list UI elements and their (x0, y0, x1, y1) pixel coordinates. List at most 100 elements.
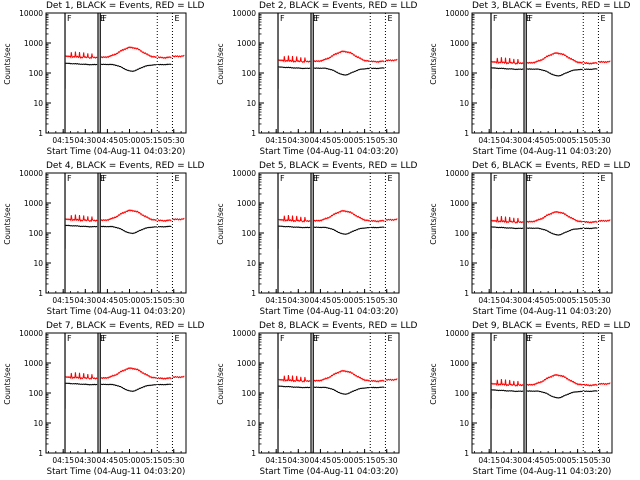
x-tick-label: 05:00 (332, 456, 354, 465)
x-tick-label: 04:45 (523, 136, 545, 145)
x-tick-label: 04:15 (265, 456, 287, 465)
event-marker-label: F (528, 334, 533, 343)
x-tick-label: 04:15 (52, 296, 74, 305)
series-line-events (157, 383, 172, 386)
x-tick-label: 05:15 (141, 456, 163, 465)
y-tick-label: 1000 (24, 39, 43, 48)
y-tick-label: 10 (459, 259, 469, 268)
chart-svg: 1 10 100 1000 10000 04:15 04:30 04:45 05:00 05:15… (445, 9, 613, 145)
x-tick-label: 04:45 (97, 456, 119, 465)
chart-title: Det 9, BLACK = Events, RED = LLD (472, 321, 631, 331)
y-tick-label: 1 (38, 449, 43, 458)
y-axis-label: Counts/sec (429, 363, 438, 405)
series-line-lld-tail (598, 382, 611, 386)
x-axis-label: Start Time (04-Aug-11 04:03:20) (472, 307, 612, 317)
x-tick-label: 04:45 (97, 296, 119, 305)
event-marker-label: E (387, 14, 392, 23)
y-tick-label: 10 (246, 259, 256, 268)
y-tick-label: 10000 (19, 329, 43, 338)
series-line-lld (278, 375, 311, 383)
series-line-lld-tail (598, 219, 611, 223)
y-tick-label: 100 (29, 229, 44, 238)
series-line-events (157, 63, 172, 66)
series-line-lld (157, 218, 172, 223)
chart-svg: 1 10 100 1000 10000 04:15 04:30 04:45 05:00 05:15… (19, 329, 187, 465)
event-marker-label: F (280, 14, 285, 23)
y-tick-label: 1000 (24, 359, 43, 368)
x-tick-label: 04:30 (287, 456, 309, 465)
chart-panel-det-4: 1 10 100 1000 10000 04:15 04:30 04:45 05:00 05:15… (0, 160, 213, 320)
event-marker-label: E (174, 174, 179, 183)
series-line-events (583, 390, 598, 393)
series-line-events (65, 62, 98, 66)
x-tick-label: 04:30 (287, 136, 309, 145)
plot-frame (45, 12, 187, 134)
series-line-lld (526, 373, 584, 387)
plot-frame (258, 332, 400, 454)
event-marker-label: F (493, 334, 498, 343)
series-line-lld (313, 50, 371, 63)
y-tick-label: 10 (459, 99, 469, 108)
x-axis-label: Start Time (04-Aug-11 04:03:20) (46, 307, 186, 317)
chart-panel-det-7: 1 10 100 1000 10000 04:15 04:30 04:45 05:00 05:15… (0, 320, 213, 480)
series-line-events (313, 386, 371, 395)
series-line-lld-tail (172, 375, 185, 379)
series-line-lld (100, 46, 158, 59)
y-tick-label: 1 (464, 449, 469, 458)
x-tick-label: 05:15 (354, 456, 376, 465)
chart-title: Det 5, BLACK = Events, RED = LLD (259, 161, 418, 171)
chart-title: Det 7, BLACK = Events, RED = LLD (46, 321, 205, 331)
y-tick-label: 1000 (450, 359, 469, 368)
series-line-lld (65, 372, 98, 380)
y-tick-label: 100 (29, 389, 44, 398)
series-line-lld-tail (385, 378, 398, 382)
x-tick-label: 04:45 (310, 456, 332, 465)
x-tick-label: 05:15 (567, 456, 589, 465)
y-axis-label: Counts/sec (3, 43, 12, 85)
x-tick-label: 05:30 (163, 456, 185, 465)
x-tick-label: 05:00 (545, 136, 567, 145)
x-tick-label: 05:15 (567, 296, 589, 305)
x-tick-label: 05:00 (332, 136, 354, 145)
y-axis-label: Counts/sec (216, 363, 225, 405)
x-axis-label: Start Time (04-Aug-11 04:03:20) (259, 147, 399, 157)
series-line-events (583, 68, 598, 71)
series-line-lld (100, 367, 158, 380)
series-line-lld-tail (385, 58, 398, 62)
event-marker-label: E (387, 174, 392, 183)
x-tick-label: 04:45 (523, 456, 545, 465)
event-marker-label: F (315, 14, 320, 23)
y-tick-label: 10 (459, 419, 469, 428)
event-marker-label: F (280, 334, 285, 343)
y-axis-label: Counts/sec (429, 43, 438, 85)
event-marker-label: E (526, 174, 531, 183)
series-line-lld (278, 55, 311, 64)
chart-svg: 1 10 100 1000 10000 04:15 04:30 04:45 05:00 05:15… (445, 169, 613, 305)
y-tick-label: 10 (33, 259, 43, 268)
x-tick-label: 05:00 (332, 296, 354, 305)
series-line-events (370, 67, 385, 70)
y-tick-label: 100 (242, 69, 257, 78)
y-tick-label: 100 (455, 229, 470, 238)
x-tick-label: 05:15 (567, 136, 589, 145)
x-axis-label: Start Time (04-Aug-11 04:03:20) (259, 307, 399, 317)
series-line-lld (313, 369, 371, 382)
series-line-lld (370, 59, 385, 64)
y-tick-label: 100 (242, 389, 257, 398)
event-marker-label: F (102, 174, 107, 183)
x-tick-label: 04:15 (52, 136, 74, 145)
series-line-events (370, 226, 385, 229)
chart-panel-det-5: 1 10 100 1000 10000 04:15 04:30 04:45 05:00 05:15… (213, 160, 426, 320)
event-marker-label: E (100, 174, 105, 183)
x-tick-label: 04:30 (74, 456, 96, 465)
series-line-events (100, 225, 158, 235)
y-tick-label: 10 (33, 419, 43, 428)
series-line-events (491, 67, 524, 71)
series-line-events (100, 383, 157, 393)
y-tick-label: 100 (29, 69, 44, 78)
chart-panel-det-1: 1 10 100 1000 10000 04:15 04:30 04:45 05:00 05:15… (0, 0, 213, 160)
y-axis-label: Counts/sec (429, 203, 438, 245)
y-tick-label: 1000 (237, 39, 256, 48)
series-line-lld (526, 210, 584, 223)
event-marker-label: E (313, 14, 318, 23)
